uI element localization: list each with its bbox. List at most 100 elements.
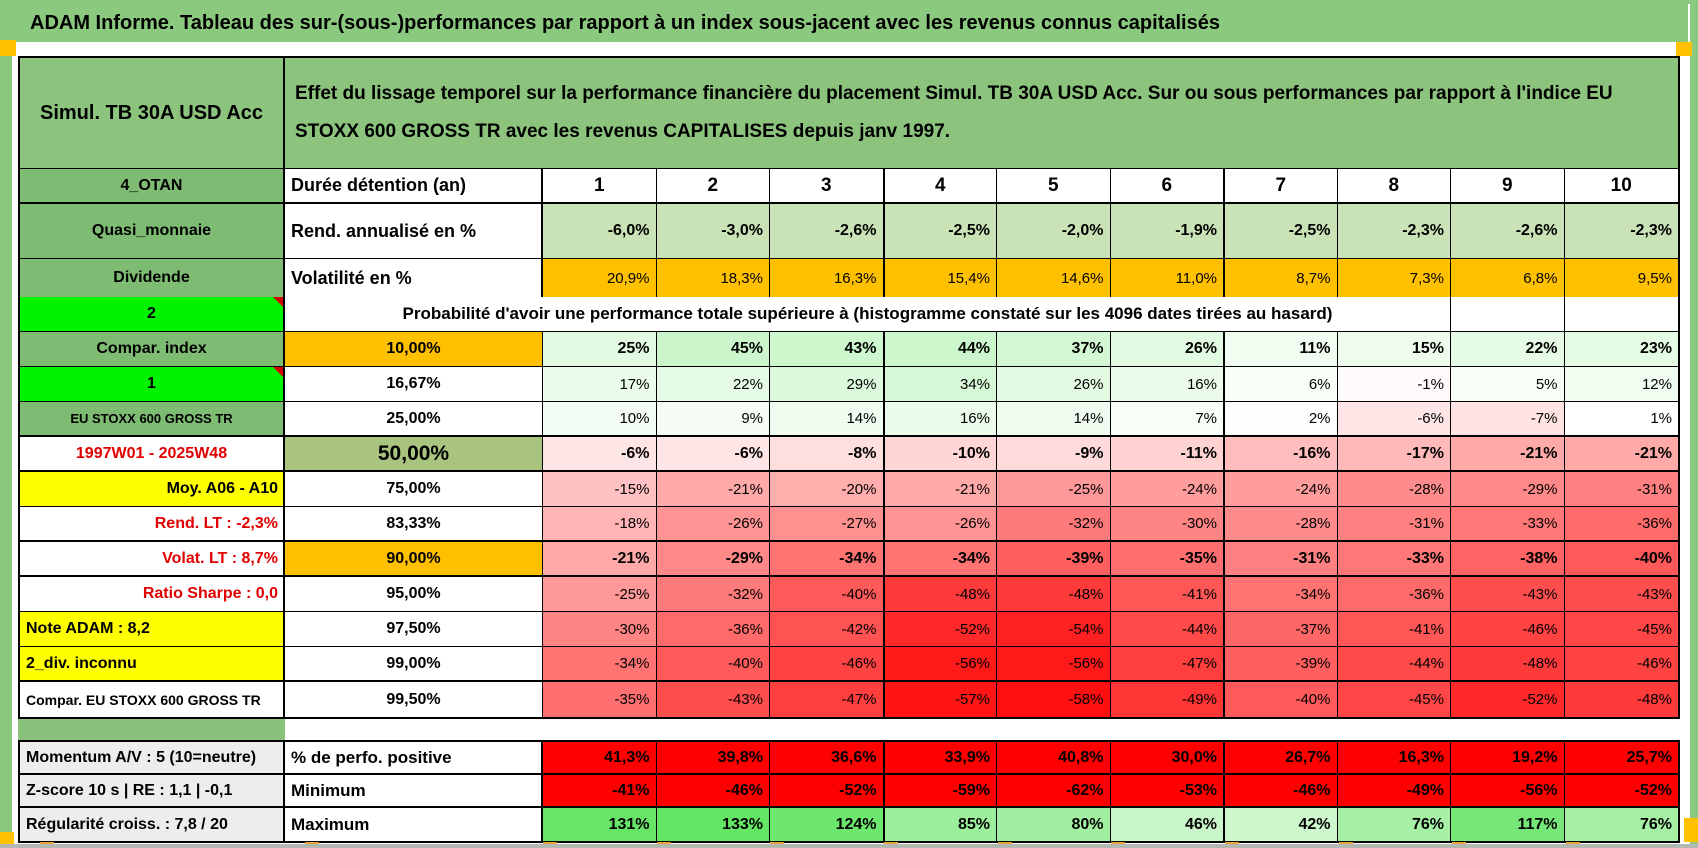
value-cell[interactable]: -48% [997, 577, 1111, 611]
row-label[interactable]: Note ADAM : 8,2 [20, 612, 285, 646]
value-cell[interactable]: 25,7% [1564, 742, 1678, 773]
row-label[interactable]: 1 [20, 367, 285, 401]
value-cell[interactable]: 14,6% [997, 259, 1111, 297]
value-cell[interactable]: 22% [656, 367, 770, 401]
value-cell[interactable]: -54% [997, 612, 1111, 646]
value-cell[interactable]: 14% [997, 402, 1111, 435]
value-cell[interactable]: 80% [997, 808, 1111, 841]
value-cell[interactable]: 117% [1451, 808, 1565, 841]
value-cell[interactable]: -40% [770, 577, 884, 611]
value-cell[interactable]: -21% [1564, 437, 1678, 470]
row-percentile[interactable]: 16,67% [285, 367, 543, 401]
row-percentile[interactable]: 99,50% [285, 682, 543, 717]
value-cell[interactable]: 26% [1110, 332, 1224, 366]
value-cell[interactable]: -56% [997, 647, 1111, 680]
value-cell[interactable]: -2,0% [997, 204, 1111, 258]
column-header-3[interactable]: 3 [770, 169, 884, 202]
value-cell[interactable]: -45% [1564, 612, 1678, 646]
value-cell[interactable]: 26,7% [1224, 742, 1338, 773]
value-cell[interactable]: 6% [1224, 367, 1338, 401]
column-header-1[interactable]: 1 [543, 169, 657, 202]
value-cell[interactable]: -57% [883, 682, 997, 717]
value-cell[interactable]: -6% [543, 437, 657, 470]
value-cell[interactable]: 11% [1224, 332, 1338, 366]
description-cell[interactable]: Effet du lissage temporel sur la perform… [285, 58, 1678, 168]
value-cell[interactable]: 40,8% [997, 742, 1111, 773]
value-cell[interactable]: -33% [1451, 507, 1565, 540]
value-cell[interactable]: 22% [1451, 332, 1565, 366]
row-percentile[interactable]: 83,33% [285, 507, 543, 540]
value-cell[interactable]: -41% [543, 775, 657, 806]
value-cell[interactable]: -56% [1451, 775, 1565, 806]
corner-cell[interactable]: Simul. TB 30A USD Acc [20, 58, 285, 168]
value-cell[interactable]: 124% [770, 808, 884, 841]
value-cell[interactable]: -6,0% [543, 204, 657, 258]
value-cell[interactable]: -37% [1224, 612, 1338, 646]
value-cell[interactable]: -39% [1224, 647, 1338, 680]
title-cell[interactable]: ADAM Informe. Tableau des sur-(sous-)per… [12, 4, 1688, 42]
value-cell[interactable]: -2,5% [883, 204, 997, 258]
value-cell[interactable]: -39% [997, 542, 1111, 575]
value-cell[interactable]: -28% [1337, 472, 1451, 506]
value-cell[interactable]: -26% [656, 507, 770, 540]
value-cell[interactable]: 29% [770, 367, 884, 401]
value-cell[interactable]: -36% [656, 612, 770, 646]
column-header-4[interactable]: 4 [883, 169, 997, 202]
value-cell[interactable]: 9% [656, 402, 770, 435]
value-cell[interactable]: 25% [543, 332, 657, 366]
value-cell[interactable]: -21% [883, 472, 997, 506]
value-cell[interactable]: -45% [1337, 682, 1451, 717]
value-cell[interactable]: -34% [770, 542, 884, 575]
value-cell[interactable]: -43% [1564, 577, 1678, 611]
value-cell[interactable]: -52% [770, 775, 884, 806]
value-cell[interactable]: -20% [770, 472, 884, 506]
row-label[interactable]: Rend. LT : -2,3% [20, 507, 285, 540]
row-label[interactable]: Ratio Sharpe : 0,0 [20, 577, 285, 611]
empty-cell[interactable] [1451, 297, 1565, 331]
value-cell[interactable]: 15,4% [883, 259, 997, 297]
row-percentile[interactable]: 10,00% [285, 332, 543, 366]
value-cell[interactable]: -25% [997, 472, 1111, 506]
value-cell[interactable]: -46% [1224, 775, 1338, 806]
value-cell[interactable]: -52% [883, 612, 997, 646]
column-header-6[interactable]: 6 [1110, 169, 1224, 202]
value-cell[interactable]: -62% [997, 775, 1111, 806]
value-cell[interactable]: -43% [656, 682, 770, 717]
value-cell[interactable]: -29% [1451, 472, 1565, 506]
value-cell[interactable]: -10% [883, 437, 997, 470]
value-cell[interactable]: -40% [1224, 682, 1338, 717]
value-cell[interactable]: -27% [770, 507, 884, 540]
row-percentile[interactable]: 75,00% [285, 472, 543, 506]
row-label[interactable]: EU STOXX 600 GROSS TR [20, 402, 285, 435]
value-cell[interactable]: -48% [1564, 682, 1678, 717]
value-cell[interactable]: -44% [1337, 647, 1451, 680]
value-cell[interactable]: 76% [1337, 808, 1451, 841]
row-percentile[interactable]: 99,00% [285, 647, 543, 680]
value-cell[interactable]: -6% [656, 437, 770, 470]
value-cell[interactable]: -24% [1224, 472, 1338, 506]
value-cell[interactable]: 20,9% [543, 259, 657, 297]
value-cell[interactable]: -40% [656, 647, 770, 680]
value-cell[interactable]: -58% [997, 682, 1111, 717]
value-cell[interactable]: -11% [1110, 437, 1224, 470]
value-cell[interactable]: -31% [1564, 472, 1678, 506]
value-cell[interactable]: -35% [1110, 542, 1224, 575]
value-cell[interactable]: -46% [1564, 647, 1678, 680]
value-cell[interactable]: 19,2% [1451, 742, 1565, 773]
value-cell[interactable]: -1% [1337, 367, 1451, 401]
value-cell[interactable]: 14% [770, 402, 884, 435]
value-cell[interactable]: -47% [770, 682, 884, 717]
value-cell[interactable]: -33% [1337, 542, 1451, 575]
row-label[interactable]: Compar. EU STOXX 600 GROSS TR [20, 682, 285, 717]
value-cell[interactable]: 10% [543, 402, 657, 435]
value-cell[interactable]: -34% [883, 542, 997, 575]
value-cell[interactable]: -1,9% [1110, 204, 1224, 258]
summary-label[interactable]: Z-score 10 s | RE : 1,1 | -0,1 [20, 775, 285, 806]
row-label[interactable]: Volat. LT : 8,7% [20, 542, 285, 575]
value-cell[interactable]: 8,7% [1224, 259, 1338, 297]
value-cell[interactable]: -15% [543, 472, 657, 506]
value-cell[interactable]: -17% [1337, 437, 1451, 470]
value-cell[interactable]: -48% [883, 577, 997, 611]
value-cell[interactable]: -41% [1110, 577, 1224, 611]
value-cell[interactable]: -26% [883, 507, 997, 540]
